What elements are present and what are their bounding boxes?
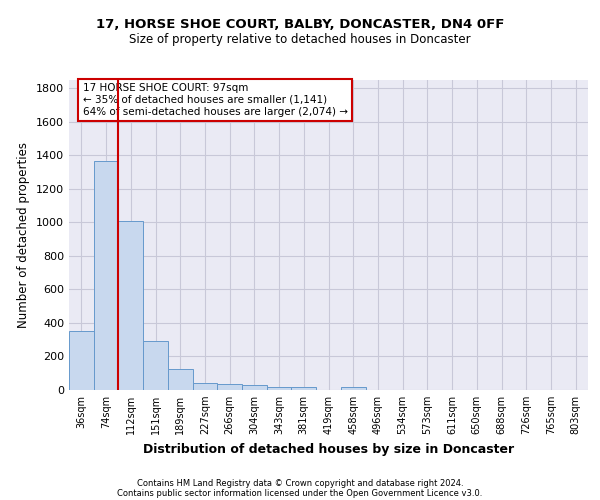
Bar — [341, 387, 365, 390]
Bar — [292, 388, 316, 390]
Text: Size of property relative to detached houses in Doncaster: Size of property relative to detached ho… — [129, 32, 471, 46]
Y-axis label: Number of detached properties: Number of detached properties — [17, 142, 31, 328]
Bar — [242, 386, 267, 390]
Bar — [118, 221, 143, 390]
Bar — [168, 369, 193, 390]
Text: Contains HM Land Registry data © Crown copyright and database right 2024.: Contains HM Land Registry data © Crown c… — [137, 478, 463, 488]
Text: 17, HORSE SHOE COURT, BALBY, DONCASTER, DN4 0FF: 17, HORSE SHOE COURT, BALBY, DONCASTER, … — [96, 18, 504, 30]
Text: Contains public sector information licensed under the Open Government Licence v3: Contains public sector information licen… — [118, 488, 482, 498]
Bar — [143, 342, 168, 390]
Bar — [94, 162, 118, 390]
Text: 17 HORSE SHOE COURT: 97sqm
← 35% of detached houses are smaller (1,141)
64% of s: 17 HORSE SHOE COURT: 97sqm ← 35% of deta… — [83, 84, 347, 116]
Bar — [193, 384, 217, 390]
X-axis label: Distribution of detached houses by size in Doncaster: Distribution of detached houses by size … — [143, 442, 514, 456]
Bar — [217, 384, 242, 390]
Bar — [267, 386, 292, 390]
Bar — [69, 330, 94, 390]
